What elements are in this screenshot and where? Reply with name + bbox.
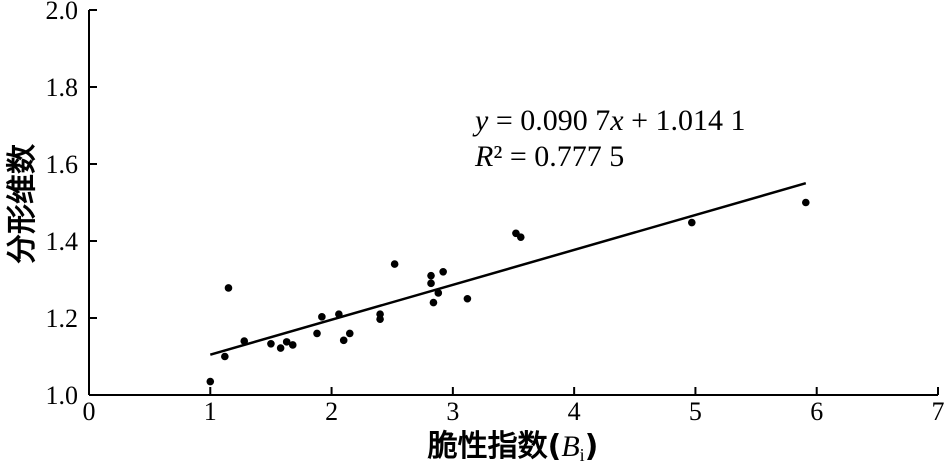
x-tick-label: 1 <box>204 397 217 426</box>
fit-line-group <box>209 181 807 356</box>
data-point <box>434 289 443 297</box>
x-tick-label: 0 <box>83 397 96 426</box>
eq-slope: = 0.090 7 <box>488 104 610 137</box>
data-point <box>345 329 354 338</box>
data-point <box>288 341 297 349</box>
x-axis-title-text: 脆性指数( <box>427 429 562 464</box>
data-point <box>267 339 275 348</box>
x-axis-title-close: ) <box>585 429 599 464</box>
data-point <box>429 298 438 307</box>
data-point <box>427 279 435 288</box>
data-point <box>463 294 472 303</box>
x-tick-label: 4 <box>568 397 581 426</box>
data-point <box>339 336 348 345</box>
x-axis-title-sub: i <box>580 445 585 465</box>
y-ticks: 1.0 1.2 1.4 1.6 1.8 2.0 <box>46 0 97 410</box>
eq-var-y: y <box>472 104 489 137</box>
eq-var-x: x <box>609 104 624 137</box>
x-ticks: 0 1 2 3 4 5 6 7 <box>83 387 945 426</box>
data-points <box>206 198 810 386</box>
data-point <box>439 268 447 276</box>
data-point <box>390 260 399 268</box>
data-point <box>313 329 321 338</box>
eq-intercept: + 1.014 1 <box>624 104 746 137</box>
r2-value: ² = 0.777 5 <box>493 140 624 173</box>
x-axis-title: 脆性指数(Bi) <box>427 429 599 465</box>
data-point <box>687 218 696 227</box>
x-tick-label: 5 <box>689 397 702 426</box>
axes <box>88 10 938 396</box>
data-point <box>801 198 810 207</box>
x-tick-label: 3 <box>446 397 459 426</box>
data-point <box>276 344 285 352</box>
data-point <box>376 315 384 323</box>
y-tick-label: 1.6 <box>46 150 79 179</box>
x-tick-label: 6 <box>810 397 823 426</box>
data-point <box>240 337 249 345</box>
y-tick-label: 1.0 <box>46 381 79 410</box>
x-tick-label: 7 <box>932 397 945 426</box>
y-tick-label: 2.0 <box>46 0 79 25</box>
data-point <box>282 338 291 346</box>
data-point <box>206 377 215 386</box>
r-squared: R² = 0.777 5 <box>474 140 624 173</box>
fit-equation: y = 0.090 7x + 1.014 1 <box>472 104 746 137</box>
data-point <box>224 284 233 292</box>
y-tick-label: 1.2 <box>46 304 79 333</box>
fit-line <box>209 181 807 356</box>
data-point <box>516 233 525 241</box>
data-point <box>318 313 326 321</box>
data-point <box>221 352 229 361</box>
data-point <box>427 271 435 280</box>
x-tick-label: 2 <box>325 397 338 426</box>
y-tick-label: 1.4 <box>46 227 79 256</box>
y-axis-title: 分形维数 <box>5 143 40 264</box>
x-axis-title-var: B <box>561 430 579 463</box>
y-tick-label: 1.8 <box>46 73 79 102</box>
r2-var: R <box>474 140 493 173</box>
